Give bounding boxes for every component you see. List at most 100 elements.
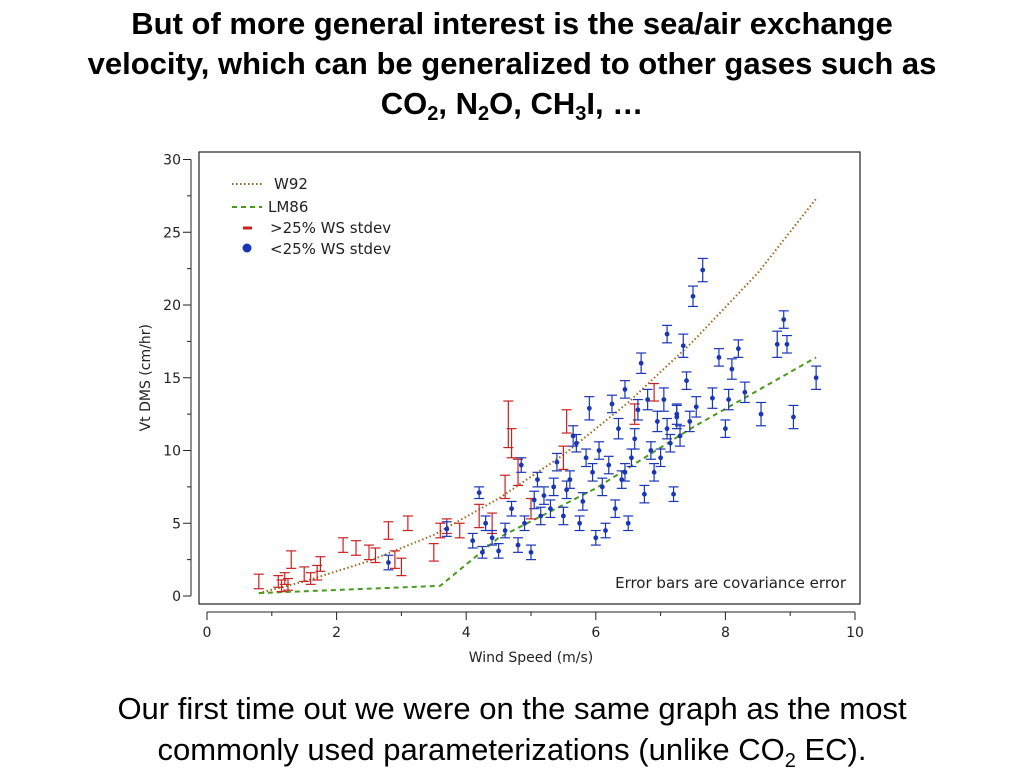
low-stdev-point bbox=[564, 470, 575, 489]
data-point bbox=[651, 469, 657, 475]
low-stdev-point bbox=[658, 387, 669, 412]
high-stdev-point bbox=[286, 550, 297, 569]
high-stdev-point bbox=[396, 557, 407, 577]
data-point bbox=[541, 493, 547, 499]
data-point bbox=[622, 469, 628, 475]
y-tick-label: 20 bbox=[163, 298, 181, 314]
data-point bbox=[386, 560, 391, 565]
low-stdev-point bbox=[529, 490, 540, 510]
data-point bbox=[687, 419, 693, 424]
low-stdev-point bbox=[551, 452, 562, 472]
y-tick-label: 30 bbox=[163, 153, 181, 169]
low-stdev-point bbox=[474, 486, 485, 500]
low-stdev-point bbox=[652, 410, 663, 433]
data-point bbox=[577, 520, 582, 526]
data-point bbox=[661, 397, 667, 402]
data-point bbox=[586, 405, 592, 411]
data-point bbox=[483, 520, 489, 526]
legend-w92-label: W92 bbox=[274, 175, 308, 193]
data-point bbox=[642, 491, 647, 497]
high-stdev-point bbox=[315, 556, 326, 572]
w92-curve bbox=[258, 198, 817, 595]
legend: W92 LM86 >25% WS stdev <25% WS stdev bbox=[232, 175, 391, 258]
low-stdev-point bbox=[662, 324, 673, 344]
y-axis-label: Vt DMS (cm/hr) bbox=[138, 324, 154, 431]
low-stdev-point bbox=[513, 537, 524, 553]
high-stdev-point bbox=[370, 547, 381, 564]
low-stdev-point bbox=[720, 419, 731, 439]
low-stdev-point bbox=[619, 380, 630, 399]
data-point bbox=[671, 491, 676, 497]
high-stdev-point bbox=[506, 428, 517, 459]
data-point bbox=[515, 542, 521, 548]
low-stdev-point bbox=[636, 352, 647, 374]
data-point bbox=[489, 535, 495, 541]
data-point bbox=[791, 414, 796, 420]
title-line-2: velocity, which can be generalized to ot… bbox=[87, 46, 937, 81]
data-point bbox=[522, 520, 527, 526]
data-point bbox=[502, 528, 508, 533]
low-stdev-point bbox=[594, 441, 605, 460]
high-stdev-point bbox=[389, 550, 400, 569]
data-point bbox=[509, 506, 514, 512]
data-point bbox=[496, 548, 501, 554]
data-point bbox=[667, 440, 673, 446]
low-stdev-point bbox=[756, 401, 767, 427]
low-stdev-point bbox=[516, 457, 527, 473]
x-tick-label: 2 bbox=[332, 625, 341, 641]
low-stdev-point bbox=[538, 486, 549, 505]
low-stdev-point bbox=[480, 515, 491, 532]
data-point bbox=[729, 366, 735, 372]
data-point bbox=[742, 389, 748, 395]
data-point bbox=[531, 497, 537, 503]
legend-low-swatch bbox=[242, 243, 252, 253]
low-stdev-point bbox=[684, 410, 695, 433]
y-tick-label: 0 bbox=[172, 589, 181, 605]
data-point bbox=[596, 448, 602, 453]
high-stdev-point bbox=[428, 543, 439, 562]
low-stdev-point bbox=[590, 529, 601, 546]
low-stdev-point bbox=[726, 358, 737, 380]
data-point bbox=[580, 499, 586, 504]
low-stdev-point bbox=[519, 515, 530, 532]
low-stdev-point bbox=[603, 455, 614, 475]
low-stdev-point bbox=[665, 433, 676, 453]
low-stdev-point bbox=[723, 388, 734, 411]
data-point bbox=[548, 506, 553, 512]
chart-annotation: Error bars are covariance error bbox=[615, 574, 847, 592]
low-stdev-point bbox=[574, 515, 585, 532]
low-stdev-point bbox=[629, 428, 640, 450]
low-stdev-point bbox=[739, 381, 750, 404]
low-stdev-point bbox=[558, 506, 569, 526]
low-stdev-point bbox=[632, 398, 643, 421]
low-stdev-point bbox=[493, 543, 504, 559]
data-point bbox=[648, 448, 654, 453]
low-stdev-point bbox=[568, 425, 579, 447]
low-stdev-point bbox=[645, 441, 656, 460]
low-stdev-point bbox=[772, 330, 783, 358]
data-point bbox=[693, 404, 699, 410]
data-point bbox=[726, 397, 732, 402]
low-stdev-point bbox=[713, 348, 724, 367]
data-point bbox=[528, 549, 534, 555]
data-point bbox=[710, 395, 715, 401]
high-stdev-point bbox=[351, 540, 362, 556]
low-stdev-point bbox=[678, 333, 689, 358]
legend-low-label: <25% WS stdev bbox=[270, 240, 391, 258]
high-stdev-point bbox=[364, 544, 374, 561]
high-stdev-point bbox=[283, 577, 293, 591]
data-point bbox=[781, 317, 787, 322]
low-stdev-point bbox=[619, 462, 630, 482]
low-stdev-point bbox=[587, 462, 598, 482]
low-stdev-point bbox=[688, 285, 698, 308]
data-point bbox=[684, 378, 689, 384]
data-point bbox=[612, 506, 618, 512]
high-stdev-point bbox=[338, 537, 349, 553]
data-point bbox=[583, 455, 589, 461]
data-point bbox=[774, 341, 780, 347]
data-point bbox=[570, 433, 576, 439]
low-stdev-point bbox=[487, 529, 498, 546]
data-point bbox=[518, 462, 524, 468]
data-point bbox=[480, 549, 485, 555]
data-point bbox=[625, 520, 631, 526]
